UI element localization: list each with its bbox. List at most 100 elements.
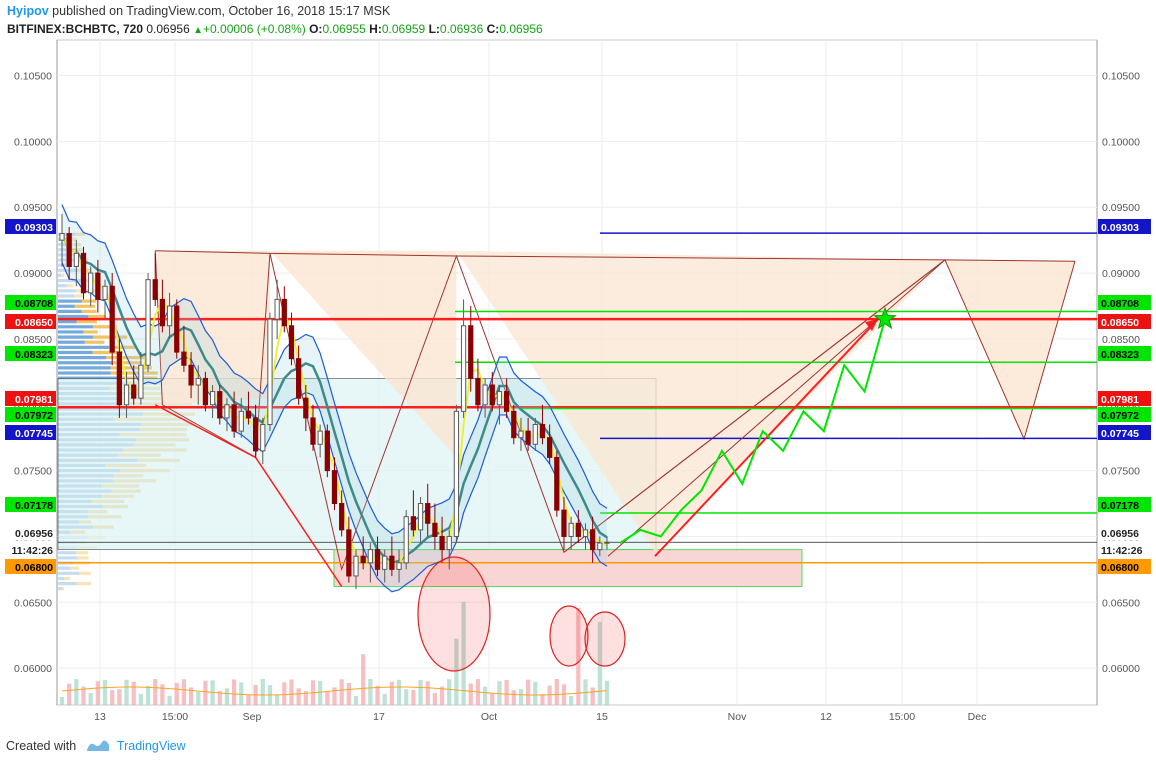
price-tag-label: 0.09303 — [15, 222, 53, 234]
candle-body — [475, 377, 481, 406]
volume-bar — [160, 684, 165, 705]
y-tick-right: 0.06500 — [1102, 597, 1140, 609]
candle-body — [439, 535, 445, 551]
volume-bar — [576, 607, 581, 705]
volume-bar — [318, 680, 323, 705]
candle-body — [410, 516, 417, 531]
candle-body — [296, 358, 302, 399]
volume-bar — [102, 680, 108, 705]
volume-profile-bar — [58, 335, 94, 339]
price-tag-bg — [5, 391, 56, 406]
candle-body — [217, 391, 223, 419]
price-tag-label: 0.06956 — [1101, 528, 1139, 540]
candle-body — [503, 391, 510, 412]
price-tag-bg — [5, 314, 56, 329]
price-tag-label: 11:42:26 — [12, 545, 54, 557]
price-tag-label: 0.07178 — [15, 500, 53, 512]
symbol-legend: BITFINEX:BCHBTC, 720 0.06956 ▲+0.00006 (… — [7, 22, 543, 36]
price-tag-bg — [5, 542, 56, 557]
volume-bar — [346, 682, 351, 705]
volume-bar — [404, 689, 409, 705]
footer: Created with TradingView — [6, 739, 186, 753]
close-label: C: — [486, 22, 500, 36]
y-tick-right: 0.07500 — [1102, 466, 1140, 478]
volume-bar — [597, 621, 602, 705]
last-price: 0.06956 — [146, 22, 190, 36]
volume-bar — [88, 692, 93, 705]
candle-body — [116, 351, 122, 406]
volume-bar — [296, 688, 301, 705]
volume-bar — [131, 681, 136, 705]
volume-bar — [454, 638, 459, 705]
price-tag-bg — [5, 407, 56, 422]
volume-profile-bar — [67, 253, 76, 257]
price-tag-bg — [5, 346, 56, 361]
tradingview-brand-link[interactable]: TradingView — [116, 739, 186, 753]
x-tick-label: 12 — [820, 711, 832, 723]
candle-body — [331, 470, 338, 505]
volume-profile-bar — [58, 566, 71, 570]
volume-bar — [174, 682, 179, 705]
candle-body — [367, 549, 373, 564]
candle-body — [80, 252, 87, 294]
volume-bar — [361, 654, 366, 705]
y-tick-left: 0.09000 — [14, 268, 52, 280]
candle-body — [597, 542, 603, 551]
y-tick-right: 0.08500 — [1102, 334, 1140, 346]
volume-profile-bar — [84, 340, 105, 344]
high-label: H: — [369, 22, 382, 36]
candle-body — [145, 279, 151, 366]
candle-body — [482, 384, 488, 406]
candle-body — [138, 364, 144, 399]
candle-body — [174, 305, 180, 353]
volume-profile-bar — [58, 273, 62, 278]
volume-bar — [303, 691, 308, 705]
volume-profile-bar — [58, 551, 77, 555]
price-tag-label: 0.08650 — [1101, 317, 1139, 329]
candle-body — [561, 509, 567, 537]
price-tag-label: 0.07981 — [1101, 394, 1139, 406]
price-tag-bg — [1098, 391, 1151, 406]
volume-bar — [339, 679, 344, 705]
volume-profile-bar — [58, 576, 65, 581]
volume-highlight-circle — [417, 556, 491, 672]
volume-profile-bar — [81, 278, 95, 283]
price-tag-bg — [1098, 407, 1151, 422]
price-tag-label: 0.08708 — [1101, 298, 1139, 310]
candle-body — [88, 272, 94, 294]
candle-body — [568, 522, 574, 537]
x-tick-label: 15:00 — [162, 711, 188, 723]
volume-bar — [325, 692, 330, 705]
candle-body — [195, 377, 201, 386]
candle-body — [252, 417, 259, 452]
pattern-fill — [945, 259, 1075, 439]
volume-bar — [95, 681, 100, 705]
volume-bar — [396, 679, 402, 705]
volume-profile-bar — [58, 366, 111, 370]
volume-profile-bar — [106, 356, 145, 360]
volume-profile-bar — [58, 299, 82, 303]
candle-body — [188, 364, 194, 386]
price-tag-bg — [1098, 525, 1151, 540]
candle-body — [382, 555, 388, 570]
candle-body — [209, 391, 216, 406]
candle-body — [152, 279, 158, 300]
volume-bar — [432, 693, 438, 705]
volume-profile-bar — [61, 587, 64, 591]
volume-bar — [368, 679, 373, 705]
volume-bar — [540, 694, 545, 705]
volume-profile-bar — [58, 258, 74, 262]
candle-body — [245, 410, 252, 419]
y-tick-left: 0.06500 — [14, 597, 52, 609]
candle-body — [360, 555, 366, 564]
candle-body — [575, 522, 581, 537]
author-name[interactable]: Hyipov — [7, 4, 49, 18]
volume-bar — [468, 683, 473, 705]
price-tag-label: 0.06800 — [1101, 562, 1139, 574]
volume-bar — [569, 695, 574, 705]
volume-bar — [289, 679, 294, 705]
price-tag-label: 0.07972 — [15, 410, 53, 422]
volume-profile-bar — [58, 253, 68, 257]
y-tick-right: 0.06000 — [1102, 663, 1140, 675]
